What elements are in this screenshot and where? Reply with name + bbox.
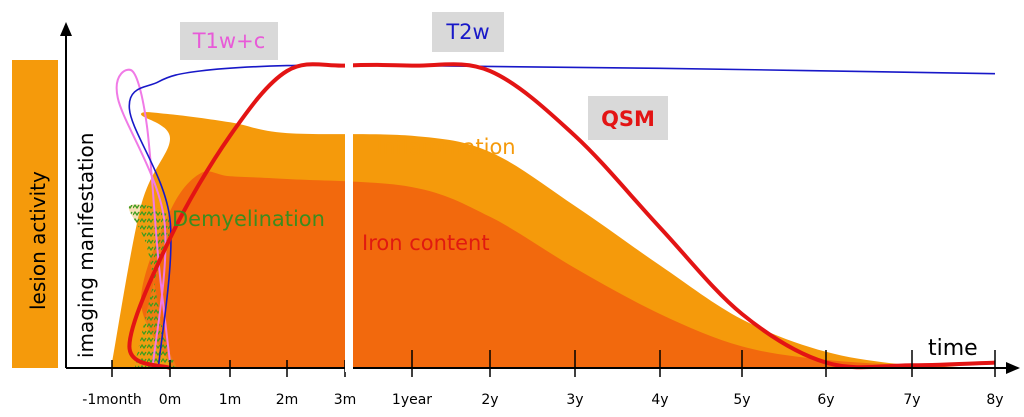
areas-layer xyxy=(112,112,995,369)
x-tick-label-4y: 4y xyxy=(651,392,668,408)
y-axis-label: imaging manifestation xyxy=(74,133,98,358)
t2w-label-box xyxy=(432,12,504,52)
y-axis-arrow-icon xyxy=(60,22,72,36)
x-axis-arrow-icon xyxy=(1006,362,1020,374)
t2w-label: T2w xyxy=(445,20,489,44)
iron-content-label: Iron content xyxy=(362,231,490,255)
x-axis-label: time xyxy=(928,336,978,361)
x-tick-label-3y: 3y xyxy=(566,392,583,408)
x-tick-label-7y: 7y xyxy=(903,392,920,408)
lesion-activity-label: lesion activity xyxy=(26,171,50,310)
inflammation-label: Inflammation xyxy=(376,135,516,159)
lesion-activity-bar xyxy=(12,60,58,368)
x-tick-label-6y: 6y xyxy=(817,392,834,408)
x-tick-label-1year: 1year xyxy=(392,392,432,408)
t1wc-label: T1w+c xyxy=(192,29,266,53)
x-tick-label-5y: 5y xyxy=(733,392,750,408)
x-tick-label-2m: 2m xyxy=(276,392,299,408)
x-ticks: -1month 0m 1m 2m 3m 1year 2y 3y 4y 5y 6y 7y 8y xyxy=(82,350,1004,408)
qsm-label-box xyxy=(588,96,668,140)
x-tick-label-1month: -1month xyxy=(82,392,141,408)
qsm-label: QSM xyxy=(601,107,655,131)
t1wc-label-box xyxy=(180,22,278,60)
demyelination-area xyxy=(128,204,176,368)
x-tick-label-0m: 0m xyxy=(159,392,182,408)
axis-break xyxy=(345,40,353,372)
lines-layer xyxy=(115,62,996,370)
x-tick-label-3m: 3m xyxy=(334,392,357,408)
qsm-line xyxy=(127,62,996,370)
x-tick-label-2y: 2y xyxy=(481,392,498,408)
x-tick-label-8y: 8y xyxy=(986,392,1003,408)
x-tick-label-1m: 1m xyxy=(219,392,242,408)
t2w-line xyxy=(128,64,996,369)
iron-content-area xyxy=(141,171,995,368)
demyelination-label: Demyelination xyxy=(172,207,325,231)
